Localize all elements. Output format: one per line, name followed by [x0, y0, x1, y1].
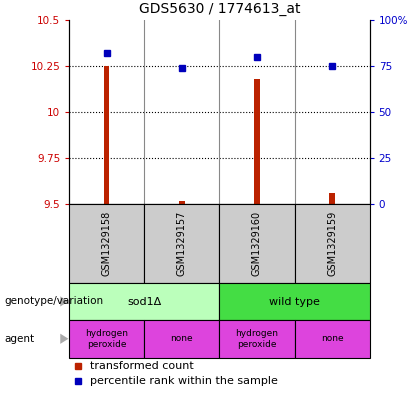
- Text: none: none: [171, 334, 193, 343]
- Text: agent: agent: [4, 334, 34, 344]
- Bar: [69, 320, 144, 358]
- Bar: [220, 283, 370, 320]
- Bar: [144, 204, 220, 283]
- Bar: [220, 204, 294, 283]
- Bar: [179, 201, 184, 204]
- Polygon shape: [60, 334, 68, 344]
- Bar: [294, 204, 370, 283]
- Text: genotype/variation: genotype/variation: [4, 296, 103, 307]
- Polygon shape: [60, 296, 68, 307]
- Text: wild type: wild type: [269, 297, 320, 307]
- Text: GSM1329157: GSM1329157: [177, 211, 187, 276]
- Text: GSM1329158: GSM1329158: [102, 211, 112, 276]
- Bar: [220, 320, 294, 358]
- Bar: [69, 283, 220, 320]
- Text: sod1Δ: sod1Δ: [127, 297, 162, 307]
- Text: hydrogen
peroxide: hydrogen peroxide: [236, 329, 278, 349]
- Bar: [69, 204, 144, 283]
- Text: none: none: [321, 334, 344, 343]
- Bar: [104, 66, 110, 204]
- Text: transformed count: transformed count: [90, 362, 194, 371]
- Text: GSM1329159: GSM1329159: [327, 211, 337, 276]
- Text: percentile rank within the sample: percentile rank within the sample: [90, 376, 278, 386]
- Title: GDS5630 / 1774613_at: GDS5630 / 1774613_at: [139, 2, 300, 16]
- Bar: [329, 193, 335, 204]
- Text: GSM1329160: GSM1329160: [252, 211, 262, 276]
- Bar: [294, 320, 370, 358]
- Text: hydrogen
peroxide: hydrogen peroxide: [85, 329, 129, 349]
- Bar: [144, 320, 220, 358]
- Bar: [255, 79, 260, 204]
